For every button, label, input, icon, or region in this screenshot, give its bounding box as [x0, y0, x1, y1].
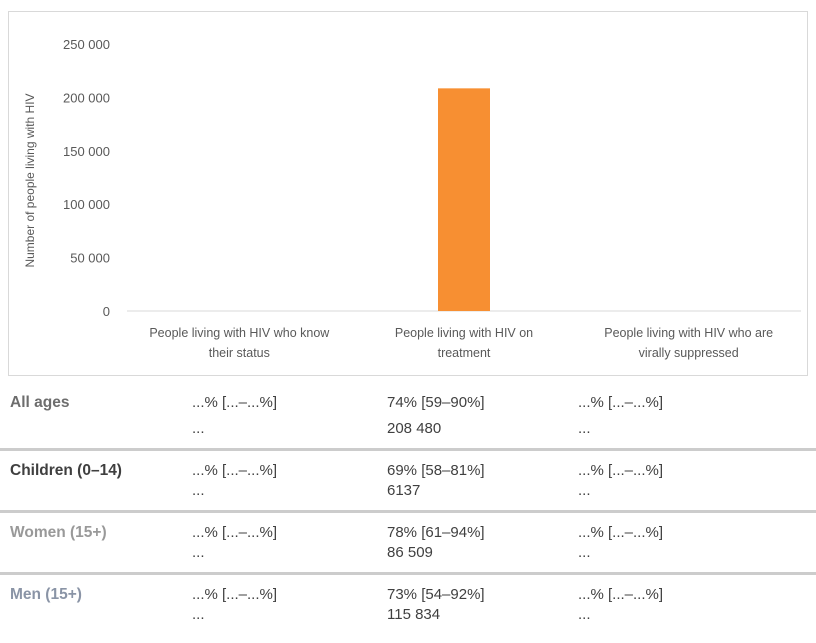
cell-percentage: ...% [...–...%]: [578, 524, 664, 541]
x-category-label: People living with HIV who know: [149, 326, 330, 340]
cell-percentage: ...% [...–...%]: [192, 586, 278, 603]
y-axis-title: Number of people living with HIV: [23, 93, 37, 267]
table-row: Women (15+) ...% [...–...%]... 78% [61–94%…: [0, 519, 816, 575]
x-category-label: virally suppressed: [639, 346, 739, 360]
cell-percentage: ...% [...–...%]: [578, 586, 664, 603]
cell-percentage: ...% [...–...%]: [192, 462, 278, 479]
bar: [438, 88, 490, 312]
y-tick-label: 100 000: [63, 197, 110, 212]
bar-chart: 250 000 200 000 150 000 100 000 50 000 0 Numbe…: [23, 37, 801, 360]
row-label: All ages: [10, 394, 70, 411]
row-label: Men (15+): [10, 586, 82, 603]
cell-percentage: 69% [58–81%]: [387, 462, 485, 479]
cell-percentage: ...% [...–...%]: [578, 462, 664, 479]
y-tick-label: 200 000: [63, 90, 110, 105]
table-row: Men (15+) ...% [...–...%]... 73% [54–92%] 1…: [0, 581, 816, 637]
cell-count: ...: [578, 544, 591, 561]
cell-percentage: 74% [59–90%]: [387, 394, 485, 411]
cell-count: 115 834: [387, 606, 441, 623]
x-category-label: their status: [209, 346, 270, 360]
y-tick-label: 50 000: [70, 251, 110, 266]
cell-count: ...: [192, 544, 205, 561]
cell-count: 6137: [387, 482, 421, 499]
row-divider: [0, 572, 816, 575]
x-category-label: treatment: [438, 346, 491, 360]
cell-percentage: ...% [...–...%]: [192, 524, 278, 541]
cell-count: ...: [578, 606, 591, 623]
x-category-label: People living with HIV who are: [604, 326, 773, 340]
y-tick-label: 0: [103, 304, 110, 319]
cell-count: ...: [192, 606, 205, 623]
row-divider: [0, 448, 816, 451]
cell-percentage: ...% [...–...%]: [192, 394, 278, 411]
row-divider: [0, 510, 816, 513]
cell-percentage: 73% [54–92%]: [387, 586, 485, 603]
cell-percentage: 78% [61–94%]: [387, 524, 485, 541]
cell-count: ...: [578, 482, 591, 499]
chart-frame: 250 000 200 000 150 000 100 000 50 000 0 Numbe…: [8, 11, 808, 376]
cell-count: 86 509: [387, 544, 433, 561]
y-tick-label: 250 000: [63, 37, 110, 52]
cell-count: ...: [192, 482, 205, 499]
cell-percentage: ...% [...–...%]: [578, 394, 664, 411]
y-tick-label: 150 000: [63, 144, 110, 159]
row-label: Children (0–14): [10, 462, 122, 479]
table-row: All ages ...% [...–...%]... 74% [59–90%] 20…: [0, 389, 816, 445]
cell-count: ...: [192, 420, 205, 437]
cell-count: 208 480: [387, 420, 442, 437]
table-row: Children (0–14) ...% [...–...%]... 69% [58…: [0, 457, 816, 513]
cell-count: ...: [578, 420, 591, 437]
x-category-label: People living with HIV on: [395, 326, 533, 340]
row-label: Women (15+): [10, 524, 107, 541]
